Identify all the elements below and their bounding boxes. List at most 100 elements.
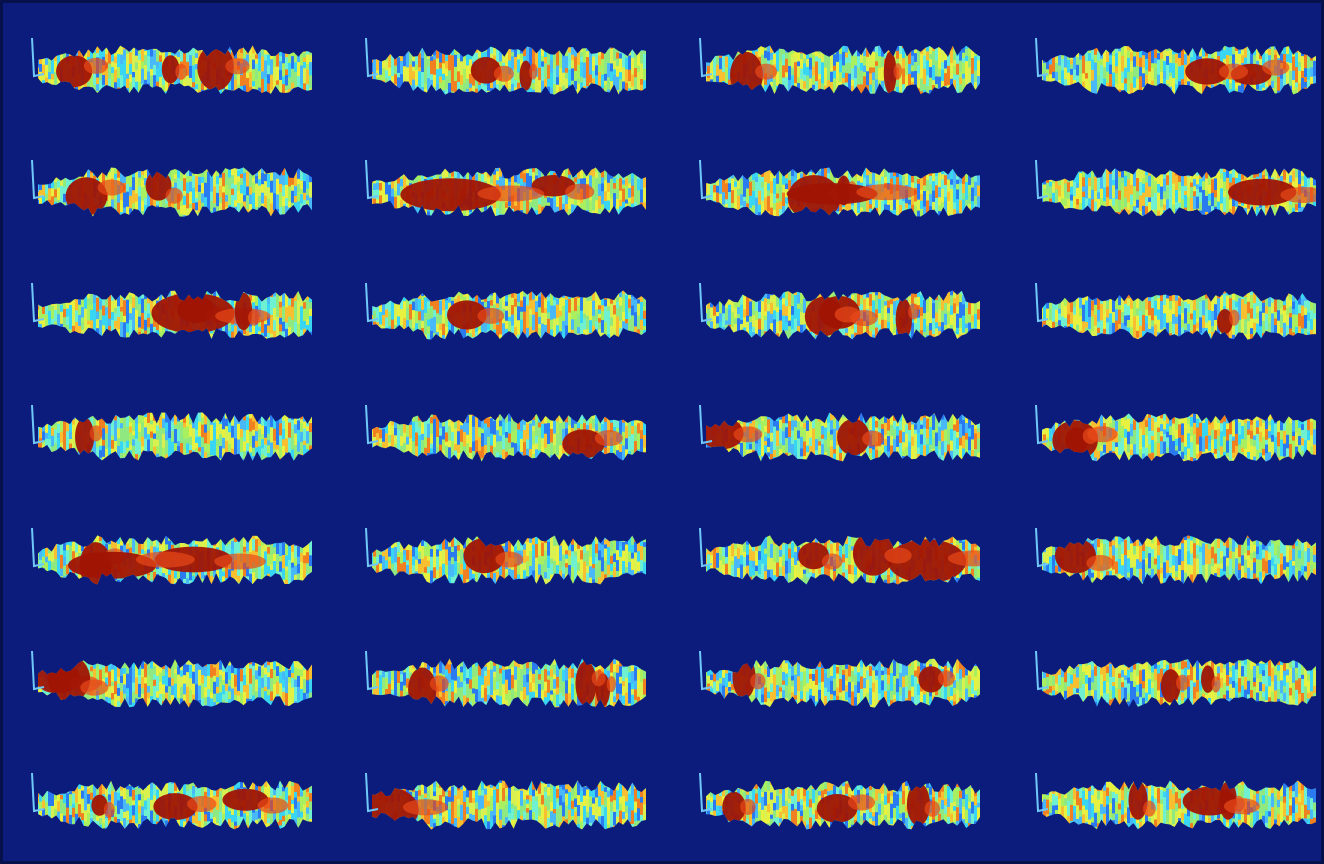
heatmap-cell — [1181, 65, 1185, 80]
heatmap-cell — [42, 74, 46, 81]
heatmap-cell — [81, 317, 85, 324]
heatmap-cell — [258, 71, 262, 82]
heatmap-cell — [920, 194, 924, 202]
heatmap-cell — [228, 45, 232, 51]
heatmap-cell — [415, 50, 419, 66]
heatmap-cell — [517, 59, 521, 74]
heatmap-cell — [78, 297, 82, 306]
heatmap-cell — [297, 191, 301, 202]
heatmap-cell — [1064, 196, 1068, 207]
heatmap-cell — [120, 54, 124, 65]
heatmap-cell — [126, 64, 130, 75]
heatmap-cell — [69, 319, 73, 330]
heatmap-cell — [941, 69, 945, 82]
heatmap-cell — [1211, 179, 1215, 194]
heatmap-cell — [231, 167, 235, 176]
heatmap-cell — [911, 175, 915, 184]
heatmap-cell — [499, 167, 503, 178]
heatmap-cell — [1193, 186, 1197, 192]
heatmap-cell — [306, 69, 310, 79]
heatmap-cell — [1130, 71, 1134, 84]
heatmap-cell — [917, 51, 921, 66]
heatmap-cell — [1295, 168, 1299, 179]
heatmap-cell — [213, 192, 217, 204]
heatmap-cell — [1280, 176, 1284, 185]
heatmap-cell — [881, 80, 885, 92]
heatmap-cell — [147, 45, 151, 57]
heatmap-cell — [237, 176, 241, 183]
heatmap-cell — [442, 170, 446, 181]
heatmap-cell — [797, 83, 801, 91]
heatmap-cell — [884, 204, 888, 213]
heatmap-cell — [1148, 197, 1152, 203]
heatmap-cell — [917, 179, 921, 185]
heatmap-cell — [54, 300, 58, 311]
heatmap-cell — [1184, 172, 1188, 187]
heatmap-cell — [297, 184, 301, 193]
heatmap-cell — [300, 80, 304, 86]
heatmap-cell — [1139, 182, 1143, 196]
heatmap-cell — [1304, 53, 1308, 69]
heatmap-cell — [472, 51, 476, 62]
heatmap-cell — [1292, 80, 1296, 86]
heatmap-cell — [1274, 202, 1278, 208]
heatmap-cell — [947, 191, 951, 202]
heatmap-cell — [502, 52, 506, 64]
heatmap-cell — [568, 199, 572, 210]
heatmap-cell — [1091, 69, 1095, 82]
heatmap-cell — [1097, 198, 1101, 214]
heatmap-cell — [755, 205, 759, 217]
heatmap-cell — [929, 194, 933, 207]
heatmap-cell — [643, 187, 646, 203]
heatmap-cell — [541, 61, 545, 68]
heatmap-cell — [1163, 178, 1167, 192]
heatmap-cell — [412, 79, 416, 95]
heatmap-cell — [592, 70, 596, 79]
heatmap-cell — [48, 188, 52, 201]
heatmap-cell — [1226, 45, 1230, 56]
hot-region — [56, 55, 93, 88]
heatmap-cell — [1052, 59, 1056, 73]
heatmap-cell — [138, 196, 142, 206]
heatmap-cell — [48, 310, 52, 326]
heatmap-cell — [896, 86, 900, 95]
heatmap-cell — [1244, 45, 1248, 59]
heatmap-cell — [1289, 62, 1293, 72]
heatmap-cell — [1115, 168, 1119, 176]
heatmap-cell — [923, 174, 927, 186]
heatmap-cell — [75, 296, 79, 311]
heatmap-cell — [1043, 73, 1047, 83]
heatmap-cell — [514, 169, 518, 183]
heatmap-cell — [66, 316, 70, 326]
heatmap-cell — [285, 69, 289, 76]
heatmap-cell — [177, 51, 181, 58]
heatmap-cell — [391, 182, 395, 190]
heatmap-cell — [469, 87, 473, 95]
heatmap-cell — [926, 170, 930, 181]
heatmap-cell — [1184, 54, 1188, 66]
heatmap-cell — [640, 63, 644, 80]
heatmap-cell — [117, 167, 121, 179]
heatmap-cell — [917, 183, 921, 201]
heatmap-cell — [968, 45, 972, 57]
heatmap-cell — [108, 304, 112, 320]
heatmap-cell — [1058, 196, 1062, 207]
heatmap-cell — [267, 173, 271, 188]
heatmap-cell — [1163, 199, 1167, 206]
heatmap-cell — [1121, 45, 1125, 57]
heatmap-cell — [306, 195, 310, 201]
heatmap-cell — [1160, 49, 1164, 60]
heatmap-cell — [577, 64, 581, 79]
heatmap-cell — [535, 167, 539, 177]
heatmap-cell — [818, 79, 822, 91]
heatmap-cell — [273, 167, 277, 180]
heatmap-cell — [589, 74, 593, 84]
heatmap-cell — [81, 291, 85, 308]
heatmap-cell — [225, 179, 229, 186]
heatmap-cell — [770, 74, 774, 83]
heatmap-cell — [159, 55, 163, 63]
heatmap-cell — [872, 175, 876, 186]
heatmap-cell — [439, 76, 443, 83]
heatmap-cell — [1109, 74, 1113, 83]
